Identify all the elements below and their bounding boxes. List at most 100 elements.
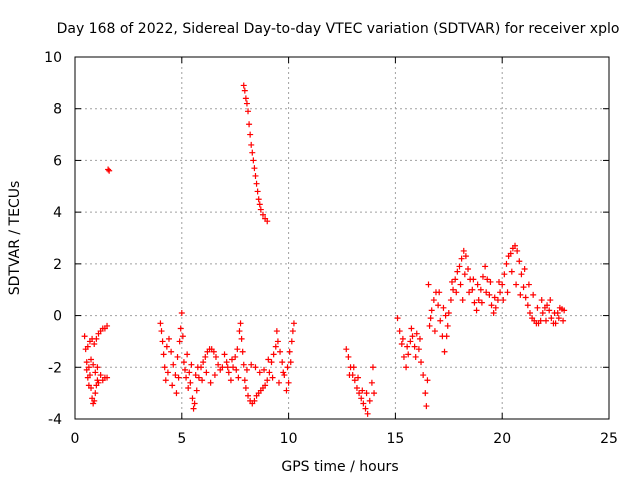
data-point bbox=[221, 351, 228, 358]
data-point bbox=[187, 379, 194, 386]
data-point bbox=[477, 286, 484, 293]
data-point bbox=[185, 384, 192, 391]
data-point bbox=[413, 330, 420, 337]
data-point bbox=[163, 343, 170, 350]
data-point bbox=[241, 87, 248, 94]
data-point bbox=[275, 379, 282, 386]
data-point bbox=[469, 286, 476, 293]
data-point bbox=[514, 247, 521, 254]
data-point bbox=[195, 374, 202, 381]
data-point bbox=[359, 387, 366, 394]
data-point bbox=[269, 374, 276, 381]
data-point bbox=[94, 364, 101, 371]
data-point bbox=[255, 196, 262, 203]
data-point bbox=[346, 372, 353, 379]
data-point bbox=[405, 351, 412, 358]
data-point bbox=[479, 273, 486, 280]
data-point bbox=[458, 255, 465, 262]
data-point bbox=[88, 384, 95, 391]
chart-title: Day 168 of 2022, Sidereal Day-to-day VTE… bbox=[57, 21, 620, 37]
data-point bbox=[548, 315, 555, 322]
x-tick-label: 20 bbox=[493, 431, 511, 447]
data-point bbox=[160, 351, 167, 358]
x-tick-label: 25 bbox=[600, 431, 618, 447]
data-point bbox=[104, 374, 111, 381]
data-point bbox=[561, 307, 568, 314]
data-point bbox=[450, 286, 457, 293]
data-point bbox=[538, 297, 545, 304]
y-axis-label: SDTVAR / TECUs bbox=[7, 181, 23, 296]
data-point bbox=[411, 343, 418, 350]
data-point bbox=[203, 369, 210, 376]
data-point bbox=[517, 291, 524, 298]
data-point bbox=[513, 281, 520, 288]
data-point bbox=[243, 100, 250, 107]
data-point bbox=[175, 374, 182, 381]
data-point bbox=[286, 348, 293, 355]
data-point bbox=[234, 346, 241, 353]
data-point bbox=[524, 302, 531, 309]
data-point bbox=[91, 341, 98, 348]
data-point bbox=[428, 307, 435, 314]
y-tick-label: 8 bbox=[53, 102, 62, 118]
data-point bbox=[453, 289, 460, 296]
data-point bbox=[270, 351, 277, 358]
data-point bbox=[242, 95, 249, 102]
data-point bbox=[272, 343, 279, 350]
data-point bbox=[259, 211, 266, 218]
data-point bbox=[233, 366, 240, 373]
data-points-layer bbox=[81, 82, 568, 417]
data-point bbox=[246, 121, 253, 128]
data-point bbox=[521, 266, 528, 273]
data-point bbox=[180, 359, 187, 366]
data-point bbox=[368, 379, 375, 386]
data-point bbox=[193, 387, 200, 394]
data-point bbox=[442, 312, 449, 319]
data-point bbox=[248, 361, 255, 368]
data-point bbox=[183, 374, 190, 381]
data-point bbox=[83, 359, 90, 366]
data-point bbox=[189, 395, 196, 402]
data-point bbox=[394, 315, 401, 322]
data-point bbox=[525, 281, 532, 288]
data-point bbox=[251, 397, 258, 404]
data-point bbox=[257, 206, 264, 213]
data-point bbox=[409, 333, 416, 340]
data-point bbox=[358, 395, 365, 402]
data-point bbox=[343, 346, 350, 353]
data-point bbox=[261, 366, 268, 373]
data-point bbox=[265, 356, 272, 363]
data-point bbox=[97, 372, 104, 379]
data-point bbox=[399, 335, 406, 342]
data-point bbox=[182, 366, 189, 373]
data-point bbox=[412, 353, 419, 360]
data-point bbox=[522, 294, 529, 301]
data-point bbox=[462, 253, 469, 260]
data-point bbox=[369, 364, 376, 371]
data-point bbox=[92, 369, 99, 376]
data-point bbox=[470, 276, 477, 283]
data-point bbox=[264, 377, 271, 384]
data-point bbox=[551, 309, 558, 316]
data-point bbox=[508, 268, 515, 275]
data-point bbox=[488, 302, 495, 309]
data-point bbox=[186, 369, 193, 376]
data-point bbox=[490, 309, 497, 316]
data-point bbox=[179, 333, 186, 340]
data-point bbox=[228, 356, 235, 363]
data-point bbox=[170, 361, 177, 368]
data-point bbox=[235, 374, 242, 381]
data-point bbox=[465, 266, 472, 273]
data-point bbox=[254, 188, 261, 195]
data-point bbox=[494, 297, 501, 304]
data-point bbox=[500, 297, 507, 304]
data-point bbox=[443, 333, 450, 340]
data-point bbox=[252, 364, 259, 371]
data-point bbox=[199, 377, 206, 384]
data-point bbox=[174, 353, 181, 360]
data-point bbox=[157, 320, 164, 327]
data-point bbox=[452, 276, 459, 283]
data-point bbox=[81, 333, 88, 340]
